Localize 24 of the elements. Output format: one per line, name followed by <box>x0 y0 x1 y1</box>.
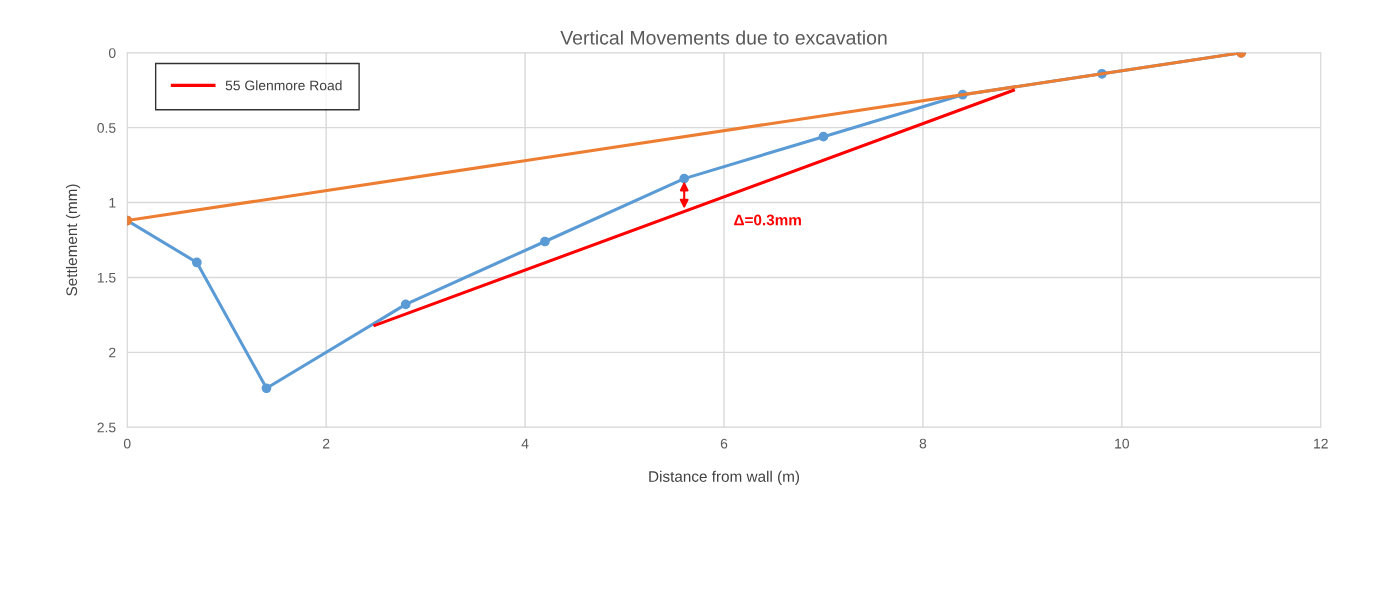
point <box>818 131 829 142</box>
point <box>261 383 272 394</box>
point <box>400 299 411 310</box>
legend-label: 55 Glenmore Road <box>225 80 342 91</box>
x-tick-label: 6 <box>720 438 728 449</box>
x-tick-label: 4 <box>521 438 529 449</box>
y-tick-label: 2.5 <box>97 422 116 433</box>
y-tick-label: 1.5 <box>97 272 116 283</box>
y-tick-label: 2 <box>109 347 116 358</box>
y-tick-label: 0 <box>108 48 116 58</box>
x-tick-label: 12 <box>1314 438 1328 449</box>
y-tick-label: 0.5 <box>97 123 116 133</box>
x-tick-label: 8 <box>919 438 927 449</box>
point <box>679 173 690 184</box>
x-tick-label: 10 <box>1115 438 1130 449</box>
chart-title: Vertical Movements due to excavation <box>560 30 887 45</box>
point <box>191 257 202 268</box>
y-tick-label: 1 <box>109 198 116 208</box>
x-tick-label: 2 <box>322 438 330 449</box>
point <box>540 236 550 247</box>
annotation: Δ=0.3mm <box>734 214 801 226</box>
y-axis-title: Settlement (mm) <box>65 184 81 296</box>
x-axis-title: Distance from wall (m) <box>649 470 800 485</box>
x-tick-label: 0 <box>123 438 131 449</box>
